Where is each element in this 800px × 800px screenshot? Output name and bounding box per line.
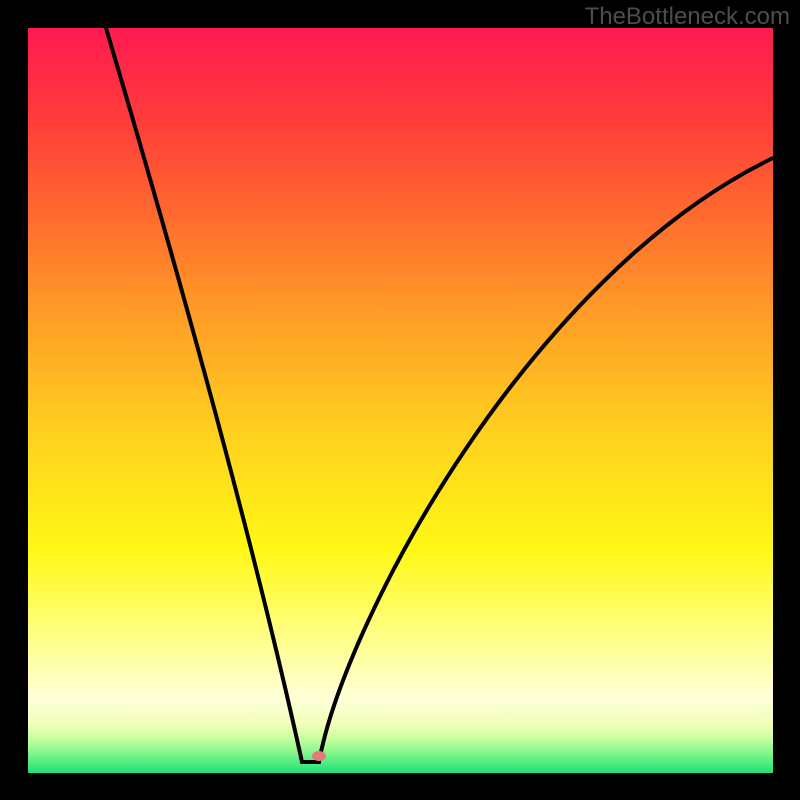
watermark-text: TheBottleneck.com xyxy=(585,3,790,31)
optimal-point-marker xyxy=(312,751,326,761)
chart-container: TheBottleneck.com xyxy=(0,0,800,800)
plot-area xyxy=(28,28,773,773)
